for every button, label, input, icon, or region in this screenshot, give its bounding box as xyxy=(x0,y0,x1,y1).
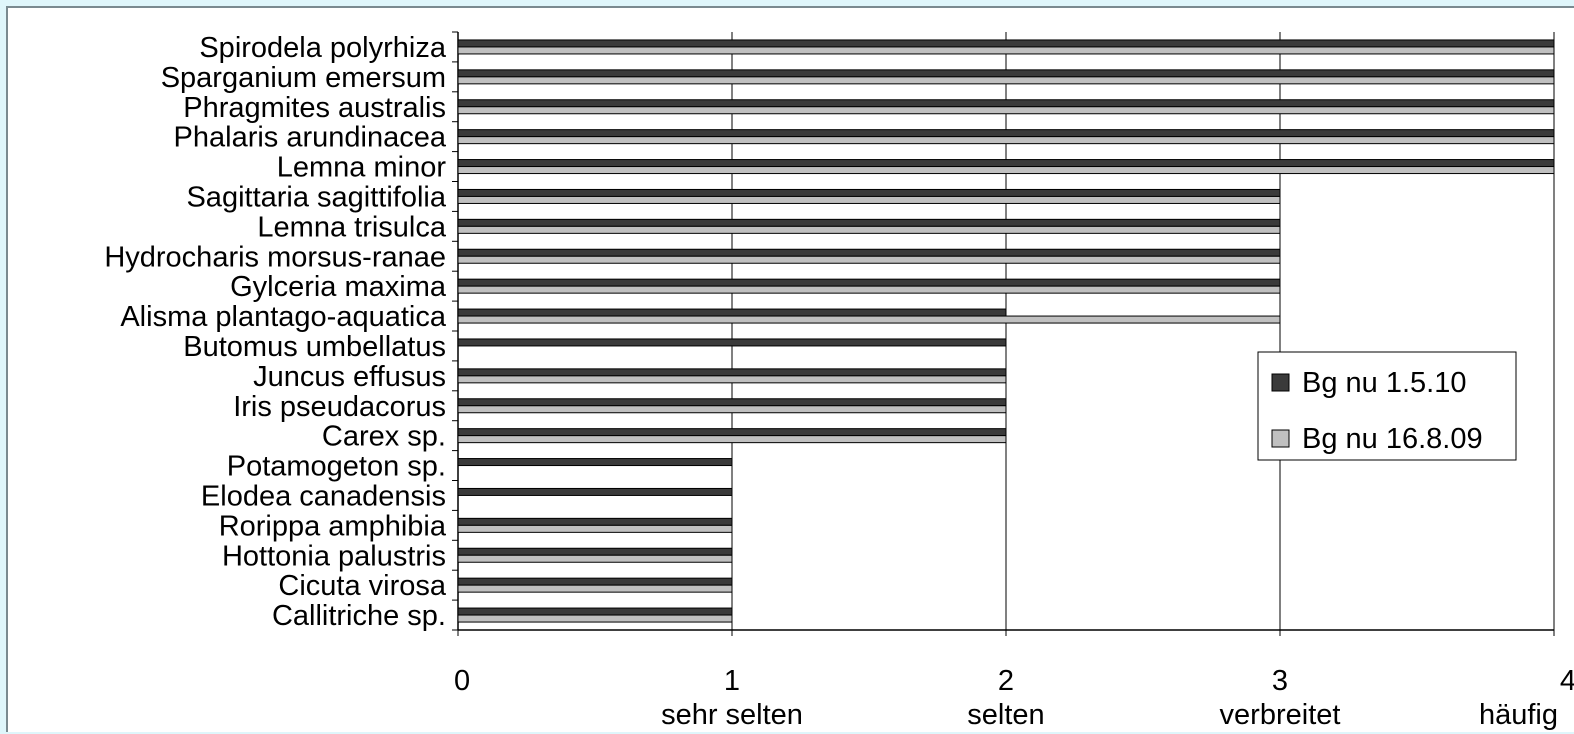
bar-bg-nu-1-5-10-2 xyxy=(457,99,1555,108)
bar-bg-nu-1-5-10-7 xyxy=(457,248,1281,257)
category-label: Phalaris arundinacea xyxy=(174,122,447,154)
bar-bg-nu-16-8-09-7 xyxy=(457,255,1281,264)
bar-bg-nu-1-5-10-16 xyxy=(457,517,733,526)
bar-bg-nu-1-5-10-17 xyxy=(457,547,733,556)
legend-swatch-1 xyxy=(1271,429,1290,448)
bar-bg-nu-16-8-09-19 xyxy=(457,614,733,623)
category-label: Phragmites australis xyxy=(183,92,446,124)
x-tick-label: 4 xyxy=(1560,665,1574,697)
bar-bg-nu-1-5-10-3 xyxy=(457,129,1555,138)
bar-bg-nu-16-8-09-5 xyxy=(457,195,1281,204)
bar-bg-nu-1-5-10-13 xyxy=(457,428,1007,437)
bar-bg-nu-16-8-09-12 xyxy=(457,405,1007,414)
category-label: Cicuta virosa xyxy=(278,570,446,602)
category-label: Spirodela polyrhiza xyxy=(199,32,447,64)
bar-bg-nu-1-5-10-4 xyxy=(457,159,1555,168)
bar-bg-nu-1-5-10-11 xyxy=(457,368,1007,377)
bar-bg-nu-1-5-10-14 xyxy=(457,458,733,467)
category-label: Sagittaria sagittifolia xyxy=(186,181,446,213)
bar-bg-nu-16-8-09-11 xyxy=(457,375,1007,384)
category-label: Alisma plantago-aquatica xyxy=(120,301,447,333)
legend-box xyxy=(1257,351,1517,461)
bar-bg-nu-16-8-09-13 xyxy=(457,435,1007,444)
bar-bg-nu-1-5-10-10 xyxy=(457,338,1007,347)
x-tick-label: 1 xyxy=(724,665,740,697)
bar-bg-nu-16-8-09-17 xyxy=(457,554,733,563)
bar-bg-nu-16-8-09-9 xyxy=(457,315,1281,324)
category-label: Rorippa amphibia xyxy=(219,510,447,542)
category-label: Iris pseudacorus xyxy=(233,391,446,423)
bar-bg-nu-1-5-10-5 xyxy=(457,188,1281,197)
bar-bg-nu-16-8-09-18 xyxy=(457,584,733,593)
category-label: Sparganium emersum xyxy=(161,62,446,94)
legend-label: Bg nu 16.8.09 xyxy=(1302,423,1483,455)
x-tick-label: 2 xyxy=(998,665,1014,697)
category-label: Callitriche sp. xyxy=(272,600,446,632)
category-label: Juncus effusus xyxy=(253,361,446,393)
bar-bg-nu-16-8-09-2 xyxy=(457,106,1555,115)
bar-bg-nu-1-5-10-9 xyxy=(457,308,1007,317)
bar-bg-nu-16-8-09-8 xyxy=(457,285,1281,294)
category-label: Lemna minor xyxy=(277,152,447,184)
category-label: Elodea canadensis xyxy=(201,480,446,512)
bar-bg-nu-1-5-10-6 xyxy=(457,218,1281,227)
bar-bg-nu-1-5-10-1 xyxy=(457,69,1555,78)
bar-bg-nu-16-8-09-3 xyxy=(457,136,1555,145)
bar-bg-nu-1-5-10-8 xyxy=(457,278,1281,287)
bar-bg-nu-16-8-09-6 xyxy=(457,225,1281,234)
bar-bg-nu-16-8-09-4 xyxy=(457,166,1555,175)
legend-label: Bg nu 1.5.10 xyxy=(1302,367,1466,399)
category-label: Hottonia palustris xyxy=(222,540,446,572)
bar-bg-nu-16-8-09-0 xyxy=(457,46,1555,55)
x-tick-sublabel: häufig xyxy=(1479,699,1558,731)
category-label: Butomus umbellatus xyxy=(183,331,446,363)
category-label: Lemna trisulca xyxy=(257,211,446,243)
x-tick-label: 3 xyxy=(1272,665,1288,697)
chart-frame: Spirodela polyrhiza Sparganium emersum Phr… xyxy=(6,6,1574,732)
bar-bg-nu-1-5-10-18 xyxy=(457,577,733,586)
bar-bg-nu-16-8-09-16 xyxy=(457,524,733,533)
bar-bg-nu-1-5-10-0 xyxy=(457,39,1555,48)
x-tick-sublabel: selten xyxy=(967,699,1044,731)
bar-bg-nu-1-5-10-19 xyxy=(457,607,733,616)
x-tick-label: 0 xyxy=(454,665,470,697)
category-label: Potamogeton sp. xyxy=(227,451,446,483)
x-tick-sublabel: sehr selten xyxy=(661,699,803,731)
category-label: Gylceria maxima xyxy=(230,271,447,303)
bar-bg-nu-1-5-10-12 xyxy=(457,398,1007,407)
category-label: Hydrocharis morsus-ranae xyxy=(104,241,446,273)
bar-bg-nu-16-8-09-1 xyxy=(457,76,1555,85)
legend-swatch-0 xyxy=(1271,373,1290,392)
category-label: Carex sp. xyxy=(322,421,446,453)
bar-bg-nu-1-5-10-15 xyxy=(457,487,733,496)
x-tick-sublabel: verbreitet xyxy=(1220,699,1341,731)
